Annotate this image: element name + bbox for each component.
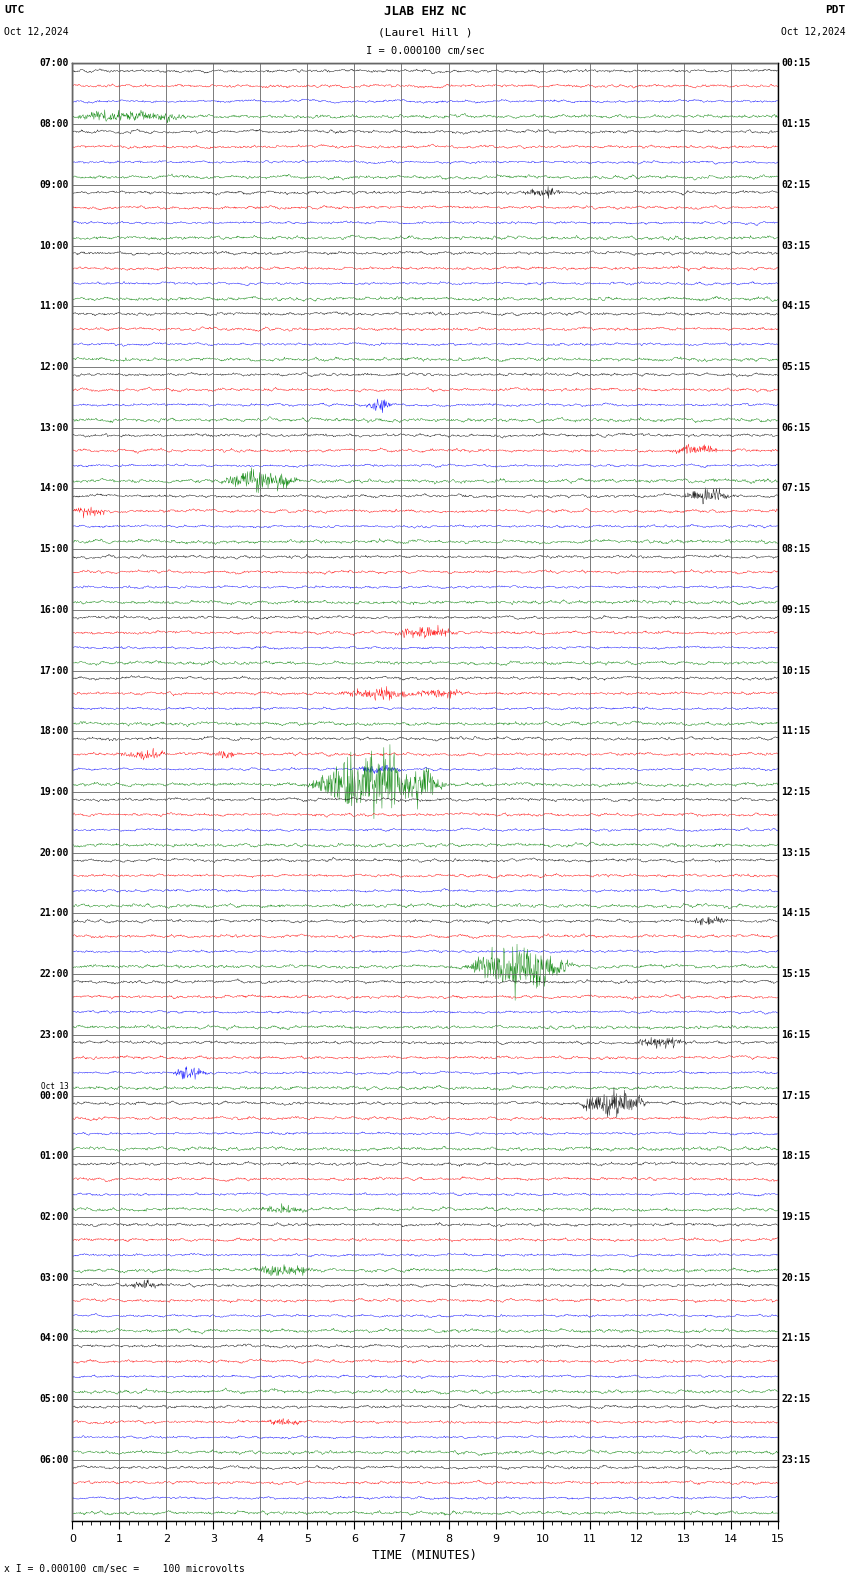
Text: 07:15: 07:15 <box>781 483 811 493</box>
Text: 22:00: 22:00 <box>39 969 69 979</box>
Text: 17:15: 17:15 <box>781 1091 811 1101</box>
Text: 12:15: 12:15 <box>781 787 811 797</box>
Text: 08:00: 08:00 <box>39 119 69 128</box>
Text: 13:00: 13:00 <box>39 423 69 432</box>
Text: 12:00: 12:00 <box>39 363 69 372</box>
Text: 05:00: 05:00 <box>39 1394 69 1403</box>
Text: 01:00: 01:00 <box>39 1152 69 1161</box>
Text: 15:00: 15:00 <box>39 545 69 554</box>
Text: Oct 12,2024: Oct 12,2024 <box>781 27 846 38</box>
Text: 10:00: 10:00 <box>39 241 69 250</box>
Text: 21:00: 21:00 <box>39 909 69 919</box>
Text: 02:15: 02:15 <box>781 181 811 190</box>
Text: 10:15: 10:15 <box>781 665 811 675</box>
Text: 08:15: 08:15 <box>781 545 811 554</box>
Text: JLAB EHZ NC: JLAB EHZ NC <box>383 5 467 17</box>
Text: 18:00: 18:00 <box>39 727 69 737</box>
Text: 09:00: 09:00 <box>39 181 69 190</box>
Text: 18:15: 18:15 <box>781 1152 811 1161</box>
Text: 03:15: 03:15 <box>781 241 811 250</box>
Text: 16:15: 16:15 <box>781 1030 811 1039</box>
Text: 00:15: 00:15 <box>781 59 811 68</box>
Text: 03:00: 03:00 <box>39 1274 69 1283</box>
Text: 23:00: 23:00 <box>39 1030 69 1039</box>
Text: 06:00: 06:00 <box>39 1456 69 1465</box>
Text: 16:00: 16:00 <box>39 605 69 615</box>
Text: 02:00: 02:00 <box>39 1212 69 1221</box>
Text: UTC: UTC <box>4 5 25 16</box>
Text: 19:15: 19:15 <box>781 1212 811 1221</box>
X-axis label: TIME (MINUTES): TIME (MINUTES) <box>372 1549 478 1562</box>
Text: 23:15: 23:15 <box>781 1456 811 1465</box>
Text: 19:00: 19:00 <box>39 787 69 797</box>
Text: 11:00: 11:00 <box>39 301 69 310</box>
Text: 14:00: 14:00 <box>39 483 69 493</box>
Text: 22:15: 22:15 <box>781 1394 811 1403</box>
Text: Oct 12,2024: Oct 12,2024 <box>4 27 69 38</box>
Text: 13:15: 13:15 <box>781 847 811 857</box>
Text: 05:15: 05:15 <box>781 363 811 372</box>
Text: 15:15: 15:15 <box>781 969 811 979</box>
Text: 01:15: 01:15 <box>781 119 811 128</box>
Text: 09:15: 09:15 <box>781 605 811 615</box>
Text: 20:15: 20:15 <box>781 1274 811 1283</box>
Text: I = 0.000100 cm/sec: I = 0.000100 cm/sec <box>366 46 484 57</box>
Text: 17:00: 17:00 <box>39 665 69 675</box>
Text: x I = 0.000100 cm/sec =    100 microvolts: x I = 0.000100 cm/sec = 100 microvolts <box>4 1565 245 1574</box>
Text: 04:15: 04:15 <box>781 301 811 310</box>
Text: 20:00: 20:00 <box>39 847 69 857</box>
Text: 21:15: 21:15 <box>781 1334 811 1343</box>
Text: 04:00: 04:00 <box>39 1334 69 1343</box>
Text: (Laurel Hill ): (Laurel Hill ) <box>377 27 473 38</box>
Text: 11:15: 11:15 <box>781 727 811 737</box>
Text: 00:00: 00:00 <box>39 1091 69 1101</box>
Text: Oct 13: Oct 13 <box>41 1082 69 1091</box>
Text: 07:00: 07:00 <box>39 59 69 68</box>
Text: 14:15: 14:15 <box>781 909 811 919</box>
Text: 06:15: 06:15 <box>781 423 811 432</box>
Text: PDT: PDT <box>825 5 846 16</box>
